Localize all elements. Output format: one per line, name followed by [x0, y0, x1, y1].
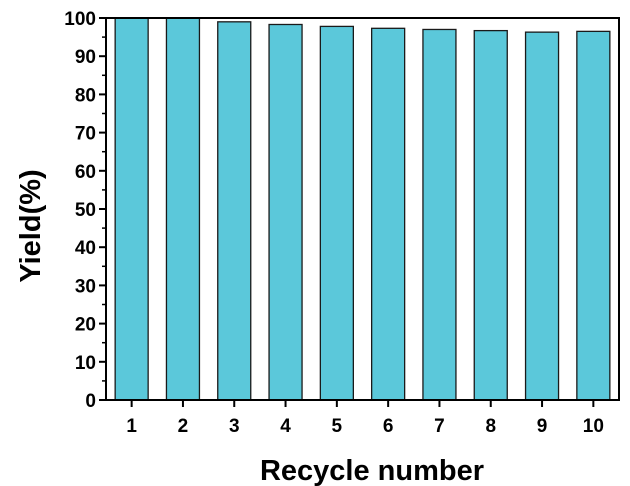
x-tick-label: 7 [434, 416, 445, 437]
x-tick-label: 6 [383, 416, 394, 437]
bar-1 [114, 17, 149, 401]
bar-9 [524, 31, 560, 401]
bar-10 [576, 30, 611, 401]
y-tick-label: 100 [64, 9, 96, 30]
x-tick-label: 2 [178, 416, 189, 437]
y-tick-label: 10 [75, 353, 96, 374]
x-tick-label: 8 [485, 416, 496, 437]
x-axis-title: Recycle number [260, 455, 484, 486]
x-tick-label: 5 [332, 416, 343, 437]
y-tick-label: 30 [75, 276, 96, 297]
y-tick-label: 90 [75, 47, 96, 68]
x-tick-label: 9 [537, 416, 548, 437]
bar-7 [422, 28, 457, 401]
y-ticks-group: 0 10 20 30 40 50 60 70 80 90 100 [64, 9, 106, 412]
y-tick-label: 0 [85, 391, 96, 412]
bar-5 [319, 25, 355, 401]
x-tick-label: 3 [229, 416, 240, 437]
bars-group [114, 17, 611, 401]
y-tick-label: 60 [75, 162, 96, 183]
y-tick-label: 70 [75, 124, 96, 145]
bar-8 [473, 29, 508, 401]
bar-6 [370, 27, 406, 401]
bar-3 [217, 21, 252, 401]
x-tick-label: 4 [280, 416, 291, 437]
y-tick-label: 80 [75, 85, 96, 106]
bar-4 [268, 23, 303, 401]
y-tick-label: 20 [75, 315, 96, 336]
x-tick-label: 1 [126, 416, 137, 437]
y-axis-title: Yield(%) [15, 169, 47, 282]
x-tick-label: 10 [583, 416, 604, 437]
bar-2 [165, 17, 201, 401]
y-tick-label: 50 [75, 200, 96, 221]
x-ticks-group: 1 2 3 4 5 6 7 8 9 10 [126, 400, 604, 437]
y-tick-label: 40 [75, 238, 96, 259]
